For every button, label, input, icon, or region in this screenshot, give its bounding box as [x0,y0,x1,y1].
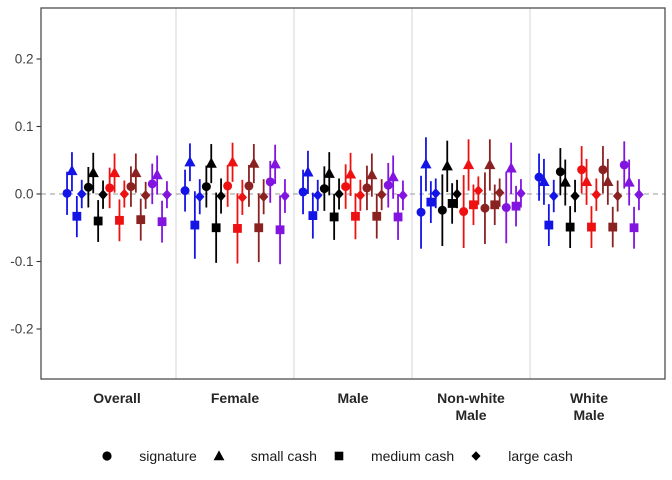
legend-item-signature: signature [99,448,197,464]
panel-points-male [298,150,408,240]
legend-label: small cash [250,448,317,464]
x-category-label: White [570,390,608,406]
panel-points-female [180,142,290,265]
y-tick-label: -0.1 [10,254,33,269]
legend-item-small-cash: small cash [211,448,317,464]
panel-points-white-male [534,141,644,249]
x-category-label: Overall [93,390,140,406]
square-marker-icon [334,451,344,461]
panel-points-non-white-male [416,137,526,249]
x-category-label: Male [455,407,486,423]
x-category-label: Non-white [437,390,505,406]
legend-item-medium-cash: medium cash [331,448,454,464]
y-tick-label: 0.0 [15,187,34,202]
diamond-marker-icon [471,451,481,461]
y-axis: 0.2 0.1 0.0 -0.1 -0.2 [10,52,41,337]
panel-points-overall [62,152,172,243]
circle-marker-icon [102,451,112,461]
x-category-label: Female [211,390,259,406]
legend-label: large cash [508,448,573,464]
x-category-label: Male [573,407,604,423]
y-tick-label: 0.1 [15,119,34,134]
legend: signature small cash medium cash large cash [0,444,672,468]
panel-border [40,7,666,380]
legend-label: medium cash [370,448,455,464]
y-tick-label: -0.2 [10,322,33,337]
legend-label: signature [139,448,197,464]
x-category-label: Male [337,390,368,406]
legend-item-large-cash: large cash [468,448,573,464]
triangle-marker-icon [213,450,225,461]
y-tick-label: 0.2 [15,52,34,67]
